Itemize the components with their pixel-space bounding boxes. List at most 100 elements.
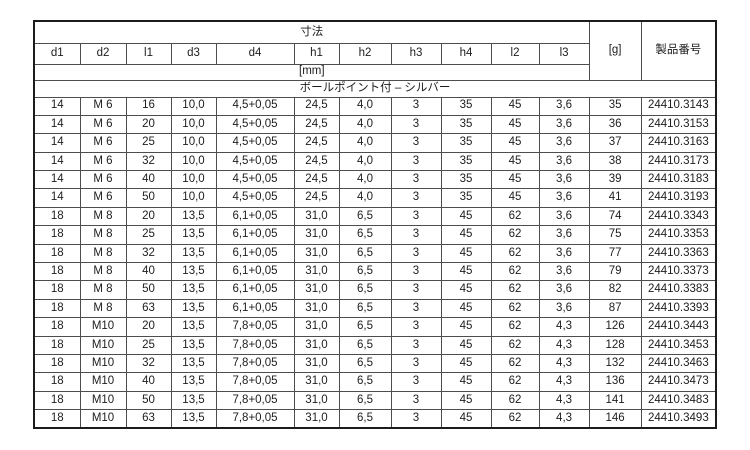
table-cell: 13,5: [170, 390, 217, 411]
column-header-l2: l2: [490, 42, 540, 65]
table-cell: 24410.3493: [640, 409, 717, 429]
table-cell: 4,0: [338, 96, 392, 116]
table-cell: 3: [390, 170, 442, 190]
table-cell: M10: [79, 409, 127, 429]
table-cell: 24410.3343: [640, 206, 717, 227]
table-cell: 4,3: [538, 317, 590, 337]
table-cell: 62: [490, 298, 540, 319]
table-cell: 35: [440, 188, 492, 208]
table-cell: 31,0: [293, 225, 340, 245]
table-cell: 3,6: [538, 96, 590, 116]
table-cell: 18: [33, 353, 81, 374]
table-cell: 6,5: [338, 317, 392, 337]
table-cell: 45: [490, 151, 540, 172]
column-header-l1: l1: [125, 42, 172, 65]
table-cell: 24,5: [293, 170, 340, 190]
table-cell: 10,0: [170, 96, 217, 116]
table-cell: 6,1+0,05: [215, 262, 295, 282]
table-cell: 24410.3373: [640, 262, 717, 282]
table-body: 14 M 6 16 10,0 4,5+0,05 24,5 4,0 3 35 45 3,6 35 2441…: [33, 96, 717, 429]
table-cell: 3: [390, 188, 442, 208]
table-cell: 6,5: [338, 298, 392, 319]
table-cell: 4,0: [338, 114, 392, 135]
table-cell: 14: [33, 188, 81, 208]
table-cell: 50: [125, 188, 172, 208]
table-cell: 6,1+0,05: [215, 243, 295, 264]
table-cell: 24410.3463: [640, 353, 717, 374]
table-cell: 24410.3473: [640, 372, 717, 392]
table-cell: 3,6: [538, 114, 590, 135]
table-cell: 4,0: [338, 133, 392, 153]
table-cell: M 8: [79, 243, 127, 264]
unit-header: [mm]: [33, 63, 590, 81]
table-cell: 7,8+0,05: [215, 317, 295, 337]
table-cell: 6,5: [338, 243, 392, 264]
table-cell: 4,3: [538, 335, 590, 355]
table-cell: 3: [390, 409, 442, 429]
table-cell: 35: [440, 151, 492, 172]
table-cell: 35: [440, 114, 492, 135]
table-cell: 40: [125, 170, 172, 190]
table-cell: 3: [390, 298, 442, 319]
table-cell: 24410.3193: [640, 188, 717, 208]
table-cell: 31,0: [293, 390, 340, 411]
table-cell: 4,0: [338, 151, 392, 172]
table-cell: 10,0: [170, 170, 217, 190]
table-cell: 3: [390, 390, 442, 411]
table-cell: 45: [440, 206, 492, 227]
table-cell: 31,0: [293, 335, 340, 355]
table-cell: 77: [588, 243, 642, 264]
table-cell: 3: [390, 280, 442, 300]
table-cell: 4,5+0,05: [215, 151, 295, 172]
table-cell: 63: [125, 298, 172, 319]
column-header-l3: l3: [538, 42, 590, 65]
table-cell: 24,5: [293, 96, 340, 116]
table-cell: 10,0: [170, 133, 217, 153]
table-cell: 7,8+0,05: [215, 409, 295, 429]
table-cell: 6,1+0,05: [215, 206, 295, 227]
table-cell: 141: [588, 390, 642, 411]
column-header-h3: h3: [390, 42, 442, 65]
table-cell: 24,5: [293, 151, 340, 172]
table-cell: 126: [588, 317, 642, 337]
table-cell: M10: [79, 317, 127, 337]
table-row: 18 M 8 20 13,5 6,1+0,05 31,0 6,5 3 45 62 3,6 74 2441…: [33, 206, 717, 227]
table-cell: 146: [588, 409, 642, 429]
table-row: 18 M10 50 13,5 7,8+0,05 31,0 6,5 3 45 62 4,3 141 244…: [33, 390, 717, 411]
table-cell: 45: [490, 170, 540, 190]
table-cell: 4,3: [538, 390, 590, 411]
table-cell: M10: [79, 335, 127, 355]
table-cell: 7,8+0,05: [215, 390, 295, 411]
table-cell: 25: [125, 133, 172, 153]
table-cell: 24410.3393: [640, 298, 717, 319]
table-cell: 6,1+0,05: [215, 225, 295, 245]
table-cell: 41: [588, 188, 642, 208]
table-cell: 13,5: [170, 280, 217, 300]
table-cell: 75: [588, 225, 642, 245]
section-row: ボールポイント付 – シルバー: [33, 79, 717, 98]
table-cell: 3,6: [538, 206, 590, 227]
table-cell: 3: [390, 243, 442, 264]
table-cell: 62: [490, 206, 540, 227]
table-cell: 3,6: [538, 170, 590, 190]
table-cell: 35: [440, 133, 492, 153]
table-cell: 13,5: [170, 353, 217, 374]
table-cell: 3: [390, 317, 442, 337]
table-cell: 45: [490, 133, 540, 153]
table-cell: 45: [490, 96, 540, 116]
table-cell: 62: [490, 353, 540, 374]
table-cell: 24410.3453: [640, 335, 717, 355]
table-cell: 62: [490, 372, 540, 392]
table-cell: 14: [33, 151, 81, 172]
column-header-d2: d2: [79, 42, 127, 65]
table-cell: 4,5+0,05: [215, 188, 295, 208]
table-cell: 31,0: [293, 206, 340, 227]
table-cell: 31,0: [293, 372, 340, 392]
table-row: 14 M 6 50 10,0 4,5+0,05 24,5 4,0 3 35 45 3,6 41 2441…: [33, 188, 717, 208]
table-cell: 3: [390, 206, 442, 227]
table-cell: 14: [33, 114, 81, 135]
table-cell: 31,0: [293, 317, 340, 337]
table-cell: 45: [440, 317, 492, 337]
table-cell: 7,8+0,05: [215, 335, 295, 355]
table-cell: 13,5: [170, 243, 217, 264]
